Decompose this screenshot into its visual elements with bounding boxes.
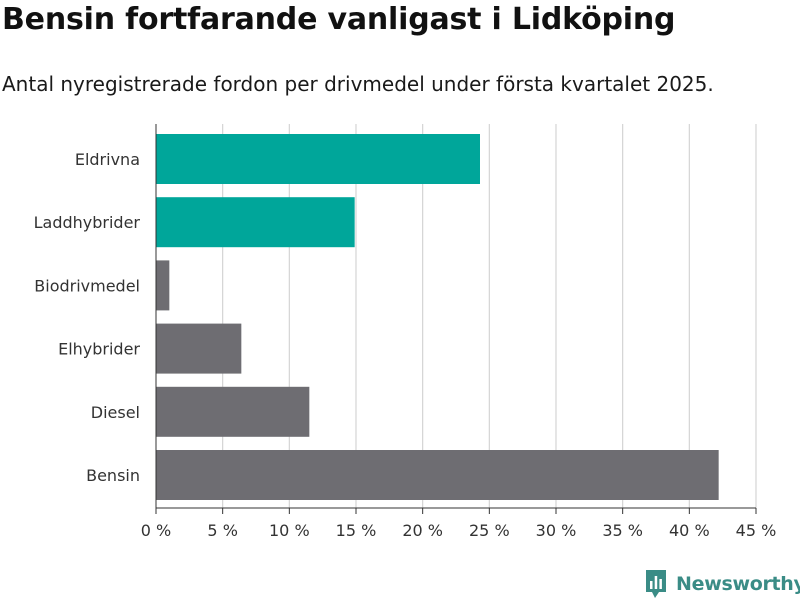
- x-tick-label: 30 %: [536, 521, 577, 540]
- bar-bensin: [156, 450, 719, 500]
- category-label: Eldrivna: [75, 150, 140, 169]
- x-tick-label: 25 %: [469, 521, 510, 540]
- newsworthy-logo-text: Newsworthy: [676, 573, 800, 595]
- x-tick-label: 45 %: [736, 521, 777, 540]
- x-tick-label: 40 %: [669, 521, 710, 540]
- x-tick-label: 35 %: [602, 521, 643, 540]
- x-tick-label: 0 %: [141, 521, 171, 540]
- x-tick-label: 15 %: [336, 521, 377, 540]
- chart-subtitle: Antal nyregistrerade fordon per drivmede…: [2, 72, 714, 96]
- x-tick-label: 20 %: [402, 521, 443, 540]
- category-label: Biodrivmedel: [34, 276, 140, 295]
- bar-laddhybrider: [156, 197, 355, 248]
- bar-biodrivmedel: [156, 260, 170, 311]
- chart-title: Bensin fortfarande vanligast i Lidköping: [2, 2, 676, 37]
- bar-eldrivna: [156, 134, 480, 184]
- bar-diesel: [156, 386, 310, 437]
- category-label: Elhybrider: [58, 340, 140, 359]
- category-label: Bensin: [86, 466, 140, 485]
- category-label: Diesel: [91, 403, 140, 422]
- bar-elhybrider: [156, 323, 242, 374]
- x-tick-label: 5 %: [207, 521, 237, 540]
- category-label: Laddhybrider: [34, 213, 141, 232]
- newsworthy-logo-icon: [646, 570, 666, 598]
- x-tick-label: 10 %: [269, 521, 310, 540]
- newsworthy-logo: Newsworthy: [644, 568, 800, 600]
